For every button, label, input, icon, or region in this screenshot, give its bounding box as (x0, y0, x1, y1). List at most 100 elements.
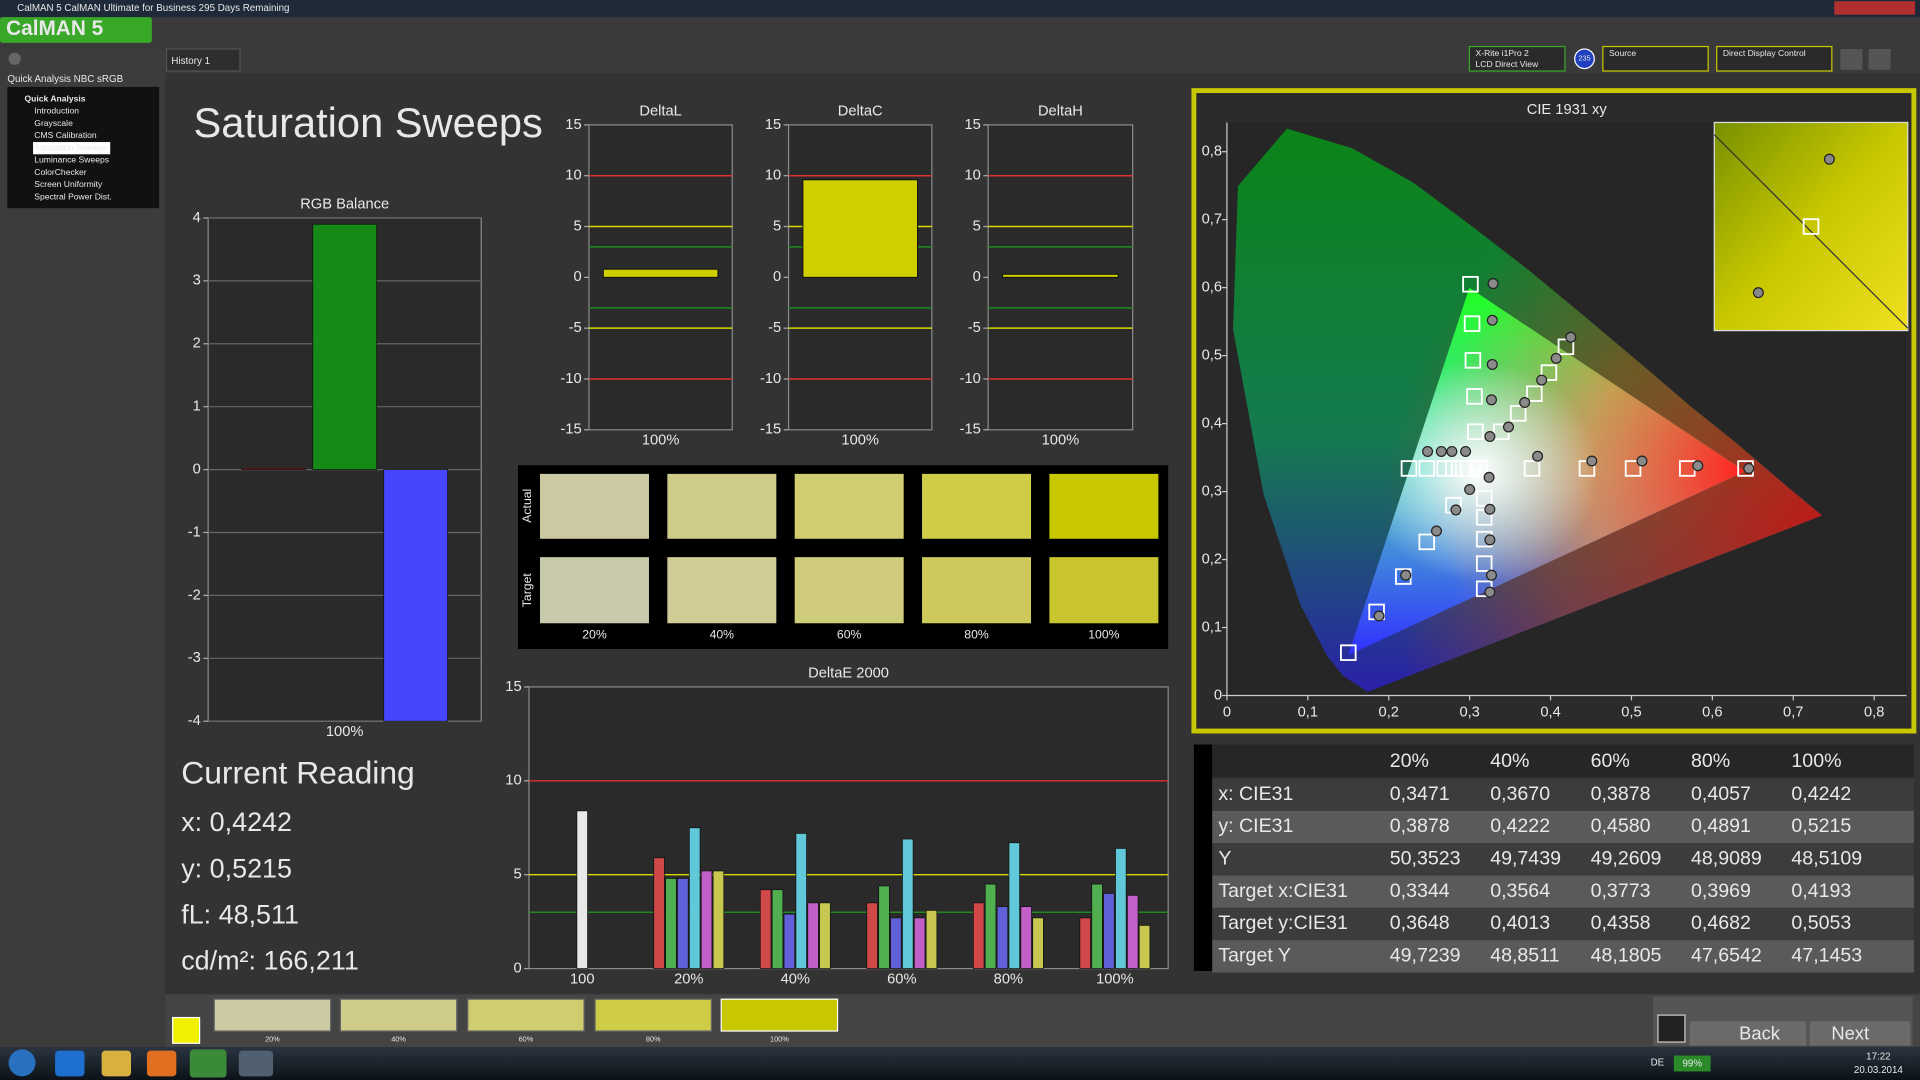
target-point (1400, 460, 1418, 477)
measured-point (1743, 462, 1755, 474)
x-tick-label: 0,5 (1621, 705, 1641, 721)
target-point (1466, 388, 1483, 405)
table-cell: 0,3648 (1390, 912, 1450, 934)
y-tick-label: 0,6 (1202, 280, 1222, 296)
actual-swatch (667, 473, 777, 539)
nav-item[interactable]: Spectral Power Dist. (34, 191, 112, 201)
stop-button[interactable] (1657, 1014, 1686, 1043)
table-row-label: x: CIE31 (1218, 783, 1293, 805)
measured-point (1484, 586, 1496, 598)
x-tick-label: 0,8 (1864, 705, 1884, 721)
actual-swatch (922, 473, 1032, 539)
battery-indicator[interactable] (1673, 1055, 1711, 1072)
bar (1126, 894, 1139, 969)
measured-point (1636, 455, 1648, 467)
help-button[interactable] (1868, 48, 1891, 70)
bar (677, 878, 689, 969)
nav-item[interactable]: Introduction (34, 106, 79, 116)
source-label: Source (1609, 48, 1636, 58)
battery: 99% (1682, 1059, 1702, 1070)
nav-item[interactable]: Luminance Sweeps (34, 155, 109, 165)
start-button[interactable] (8, 1049, 36, 1077)
x-tick-label: 100 (570, 971, 595, 987)
y-tick-label: -2 (188, 587, 201, 603)
y-tick-label: 5 (513, 867, 521, 883)
taskbar-app[interactable] (55, 1050, 85, 1077)
chart-title: DeltaL (639, 103, 681, 119)
measured-point (1586, 455, 1598, 467)
reading-title: Current Reading (181, 755, 415, 791)
display-select[interactable] (1716, 45, 1833, 72)
footer-swatch[interactable] (594, 998, 713, 1032)
y-tick-label: 4 (193, 210, 201, 226)
measured-point (1460, 445, 1472, 457)
table-row (1212, 940, 1914, 973)
badge[interactable] (1574, 48, 1595, 70)
measured-point (1450, 504, 1462, 516)
nav-item[interactable]: Screen Uniformity (34, 179, 103, 189)
target-point (1340, 644, 1357, 661)
window-controls[interactable] (1834, 1, 1916, 15)
bar (1091, 883, 1103, 969)
taskbar-app[interactable] (238, 1050, 274, 1077)
footer-swatch[interactable] (339, 998, 458, 1032)
target-point (1471, 460, 1488, 477)
nav-item[interactable]: ColorChecker (34, 167, 86, 177)
bar (1138, 925, 1151, 969)
sidebar-title: Quick Analysis NBC sRGB (7, 74, 123, 85)
bar (383, 469, 449, 722)
footer-swatch[interactable] (213, 998, 332, 1032)
x-tick-label: 40% (781, 971, 810, 987)
next-button[interactable] (1809, 1021, 1911, 1046)
table-cell: 49,7439 (1490, 848, 1561, 870)
sidebar (0, 48, 166, 1047)
tab[interactable] (165, 48, 241, 72)
meter-select[interactable] (1468, 45, 1566, 72)
y-tick-label: -10 (760, 371, 781, 387)
nav-item[interactable]: Grayscale (34, 118, 73, 128)
table-header: 40% (1490, 750, 1529, 772)
y-tick-label: -5 (768, 320, 781, 336)
badge-text: 235 (1578, 54, 1590, 63)
footer-swatch[interactable] (467, 998, 585, 1032)
bar (913, 917, 926, 969)
table-cell: 0,3773 (1591, 880, 1651, 902)
measured-point (1485, 569, 1498, 581)
target-point (1467, 423, 1484, 441)
logo-box[interactable] (0, 17, 152, 43)
taskbar-app[interactable] (146, 1050, 177, 1077)
current-color (172, 1016, 201, 1044)
next-label: Next (1831, 1023, 1869, 1044)
nav-item[interactable]: CMS Calibration (34, 130, 97, 140)
table-cell: 0,4580 (1591, 815, 1651, 837)
y-tick-label: -5 (968, 320, 981, 336)
table-cell: 49,2609 (1591, 848, 1662, 870)
source-select[interactable] (1602, 45, 1709, 72)
table-cell: 48,8511 (1490, 944, 1559, 966)
x-tick-label: 100% (642, 433, 680, 449)
target-point (1475, 490, 1493, 507)
table-row (1212, 875, 1914, 908)
sidebar-button[interactable] (8, 52, 21, 65)
y-tick-label: 0 (973, 269, 981, 285)
target-point (1463, 315, 1481, 332)
bar (925, 910, 938, 969)
reading-value: cd/m²: 166,211 (181, 946, 359, 976)
nav-section: Quick Analysis (24, 93, 85, 103)
taskbar-app[interactable] (101, 1050, 132, 1077)
x-tick-label: 0,2 (1379, 705, 1399, 721)
table-row-label: Target Y (1218, 944, 1291, 966)
inset-point (1823, 153, 1835, 165)
footer-swatch-label: 20% (265, 1035, 280, 1044)
target-point (1436, 460, 1453, 477)
back-button[interactable] (1689, 1021, 1807, 1046)
bar (712, 870, 725, 969)
measured-point (1483, 471, 1495, 483)
taskbar-app[interactable] (189, 1049, 227, 1078)
table-cell: 48,9089 (1691, 848, 1762, 870)
settings-button[interactable] (1840, 48, 1863, 70)
nav-item[interactable]: Saturation Sweeps (34, 142, 106, 152)
table-row (1212, 778, 1914, 811)
table-cell: 0,4057 (1691, 783, 1751, 805)
footer-swatch[interactable] (720, 998, 839, 1032)
